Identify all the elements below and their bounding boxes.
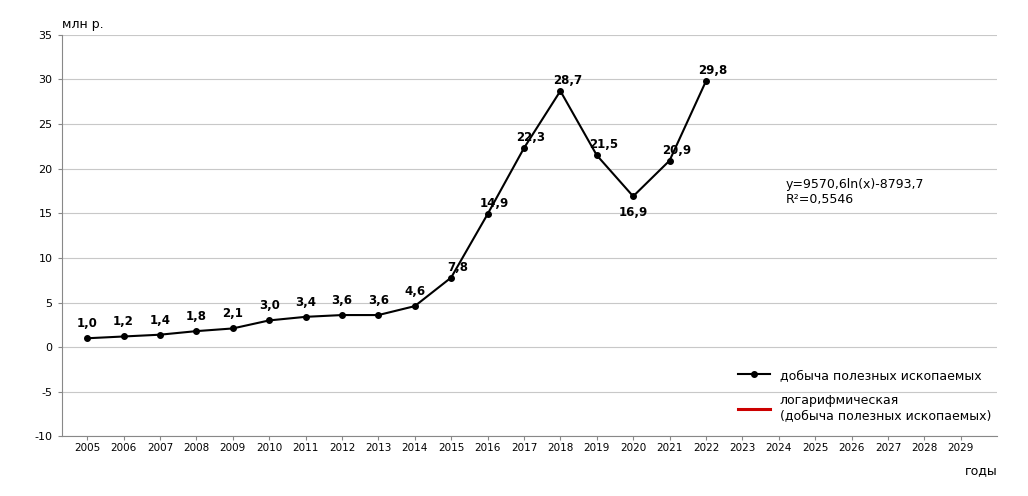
Text: 1,2: 1,2 <box>113 315 134 328</box>
Text: 21,5: 21,5 <box>589 138 618 151</box>
Legend: добыча полезных ископаемых, логарифмическая
(добыча полезных ископаемых): добыча полезных ископаемых, логарифмичес… <box>738 369 991 422</box>
Text: 22,3: 22,3 <box>516 131 546 144</box>
Text: млн р.: млн р. <box>62 18 103 31</box>
Text: 29,8: 29,8 <box>698 64 728 77</box>
Text: 1,4: 1,4 <box>149 313 171 326</box>
Text: 14,9: 14,9 <box>480 197 509 210</box>
Text: y=9570,6ln(x)-8793,7
R²=0,5546: y=9570,6ln(x)-8793,7 R²=0,5546 <box>786 178 924 205</box>
Text: 3,0: 3,0 <box>259 299 280 312</box>
Text: 3,4: 3,4 <box>295 296 316 309</box>
Text: 28,7: 28,7 <box>553 74 582 87</box>
Text: годы: годы <box>964 465 997 478</box>
Text: 16,9: 16,9 <box>619 206 648 219</box>
Text: 20,9: 20,9 <box>662 144 691 157</box>
Text: 3,6: 3,6 <box>368 294 389 307</box>
Text: 3,6: 3,6 <box>331 294 353 307</box>
Text: 2,1: 2,1 <box>222 308 244 320</box>
Text: 1,0: 1,0 <box>77 317 98 330</box>
Text: 7,8: 7,8 <box>447 260 469 274</box>
Text: 4,6: 4,6 <box>404 285 426 298</box>
Text: 1,8: 1,8 <box>186 310 207 323</box>
